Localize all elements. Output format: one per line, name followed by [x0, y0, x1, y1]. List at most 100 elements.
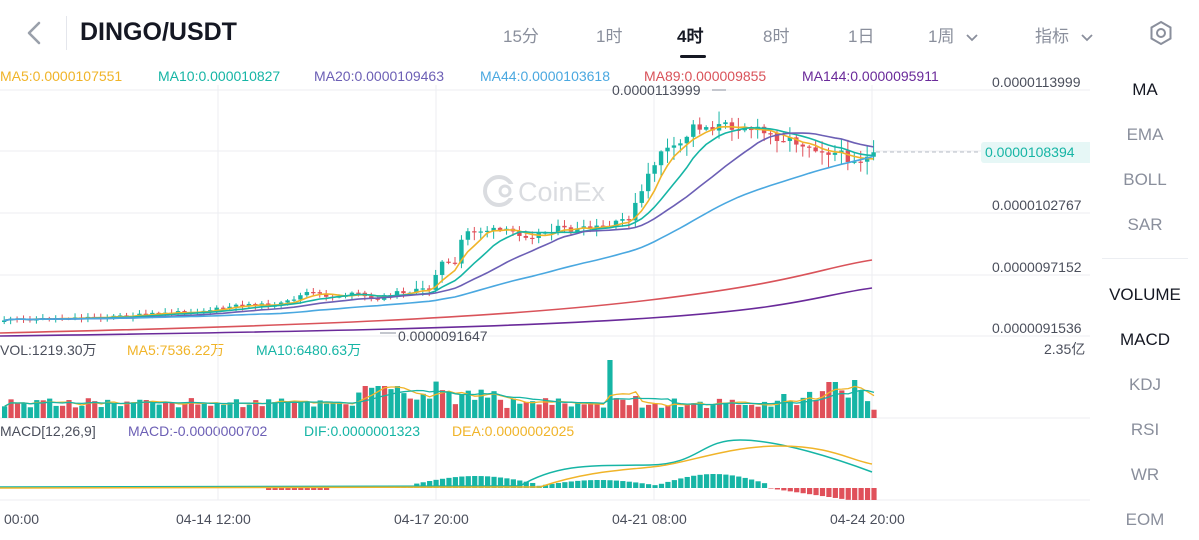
macd-histogram-bar — [285, 488, 291, 490]
macd-histogram-bar — [575, 480, 581, 488]
volume-bar — [304, 402, 310, 418]
macd-histogram-bar — [852, 488, 858, 500]
volume-bar — [169, 402, 175, 418]
macd-histogram-bar — [452, 477, 458, 488]
volume-bar — [485, 397, 491, 418]
macd-histogram-bar — [832, 488, 838, 498]
indicator-macd[interactable]: MACD — [1119, 330, 1171, 349]
volume-bar — [92, 401, 98, 418]
candle-body — [227, 306, 232, 309]
indicator-kdj[interactable]: KDJ — [1128, 375, 1162, 394]
chart-grid — [0, 85, 1090, 501]
volume-bar — [407, 398, 413, 418]
indicator-dropdown[interactable]: 指标 — [1035, 22, 1094, 47]
tab-1w-dropdown[interactable]: 1周 — [928, 22, 979, 47]
volume-bar — [240, 407, 246, 418]
candle-body — [491, 227, 496, 231]
tab-1h[interactable]: 1时 — [596, 27, 623, 46]
candle-body — [807, 146, 812, 148]
tab-1d[interactable]: 1日 — [848, 27, 875, 46]
candle-body — [819, 151, 825, 153]
macd-histogram-bar — [433, 479, 439, 488]
indicator-ema[interactable]: EMA — [1126, 125, 1164, 144]
tab-4h[interactable]: 4时 — [677, 27, 704, 46]
candle-body — [233, 304, 239, 307]
candle-body — [794, 137, 799, 145]
macd-histogram-bar — [420, 482, 426, 488]
candle-body — [826, 152, 831, 155]
macd-histogram-bar — [620, 481, 626, 488]
candle-body — [465, 231, 471, 240]
candle-body — [723, 122, 728, 125]
candle-body — [311, 292, 316, 294]
indicator-volume[interactable]: VOLUME — [1109, 285, 1181, 304]
volume-bar — [852, 380, 858, 418]
candle-body — [394, 291, 400, 296]
volume-bar — [536, 404, 542, 418]
x-axis-label: 04-14 12:00 — [176, 511, 251, 527]
indicator-eom[interactable]: EOM — [1125, 510, 1165, 529]
volume-bar — [439, 390, 446, 418]
coinex-watermark: CoinEx — [483, 175, 606, 207]
tab-15m[interactable]: 15分 — [503, 27, 539, 46]
chart-area[interactable]: CoinEx 0.0000108394 0.0000113999 0.00000… — [0, 0, 1090, 540]
candle-body — [749, 128, 754, 131]
volume-bar — [111, 403, 117, 418]
ma-line — [3, 125, 874, 322]
volume-bar — [246, 404, 252, 418]
macd-histogram-bar — [568, 481, 574, 488]
volume-bar — [291, 402, 297, 418]
candle-body — [871, 152, 876, 157]
volume-bar — [871, 409, 877, 418]
active-tab-indicator — [680, 55, 706, 58]
gear-icon[interactable] — [1148, 20, 1174, 46]
volume-bar — [285, 402, 291, 418]
volume-bar — [317, 400, 323, 418]
vol-value: VOL:1219.30万 — [0, 342, 97, 358]
indicator-wr[interactable]: WR — [1130, 465, 1160, 484]
ma20-legend: MA20:0.0000109463 — [314, 68, 444, 84]
volume-bar — [510, 398, 516, 418]
candle-body — [497, 227, 503, 231]
volume-bar — [742, 404, 748, 418]
indicator-ma[interactable]: MA — [1132, 80, 1158, 99]
volume-bar — [478, 389, 484, 418]
volume-bar — [594, 403, 600, 418]
indicator-rsi[interactable]: RSI — [1130, 420, 1160, 439]
volume-bar — [703, 407, 710, 418]
current-price-label: 0.0000108394 — [985, 144, 1075, 160]
volume-bar — [311, 406, 317, 418]
volume-bar — [401, 393, 407, 418]
candle-body — [240, 304, 245, 307]
candle-body — [427, 288, 432, 290]
macd-histogram-bar — [710, 474, 716, 488]
volume-bar — [188, 398, 194, 418]
volume-bar — [588, 402, 594, 418]
macd-histogram-bar — [794, 488, 800, 493]
x-axis-label: 00:00 — [4, 511, 39, 527]
candle-body — [684, 136, 690, 144]
volume-bar — [98, 407, 104, 418]
macd-histogram-bar — [671, 480, 677, 488]
x-axis-label: 04-24 20:00 — [830, 511, 905, 527]
tab-8h[interactable]: 8时 — [763, 27, 790, 46]
volume-bar — [813, 400, 819, 418]
indicator-boll[interactable]: BOLL — [1123, 170, 1167, 189]
macd-histogram-bar — [626, 481, 632, 488]
macd-histogram-bar — [826, 488, 832, 498]
candle-body — [324, 293, 329, 297]
indicator-sar[interactable]: SAR — [1127, 215, 1163, 234]
candle-body — [832, 152, 838, 155]
macd-histogram-bar — [542, 484, 549, 488]
macd-histogram-bar — [665, 481, 671, 488]
volume-bar — [633, 396, 639, 418]
x-axis-label: 04-21 08:00 — [612, 511, 687, 527]
volume-bar — [620, 399, 626, 418]
macd-histogram-bar — [691, 475, 697, 488]
macd-histogram-bar — [291, 488, 297, 490]
macd-histogram-bar — [768, 488, 774, 489]
volume-bar — [375, 386, 381, 418]
macd-histogram-bar — [607, 480, 613, 488]
volume-bar — [768, 406, 774, 418]
back-arrow-icon[interactable] — [20, 18, 50, 48]
